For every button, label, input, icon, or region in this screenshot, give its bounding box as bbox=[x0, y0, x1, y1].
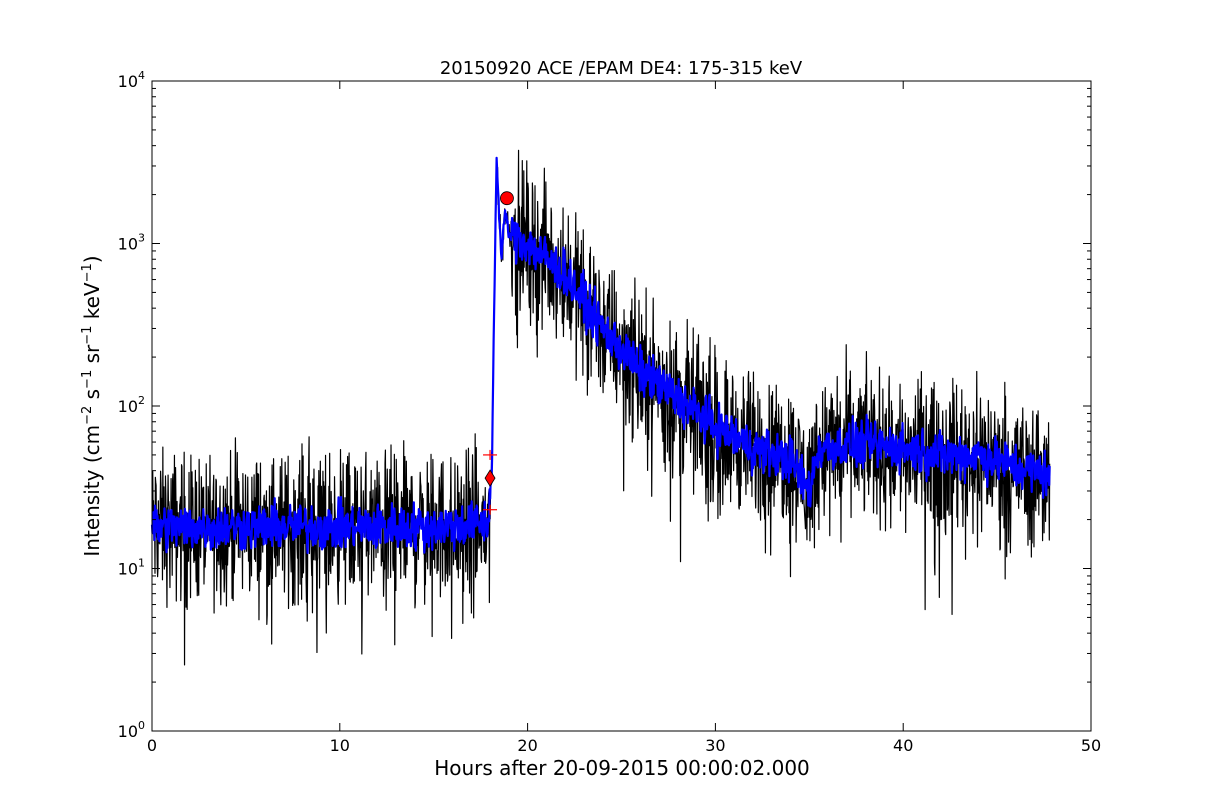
x-tick-label: 40 bbox=[893, 736, 913, 755]
plus-marker bbox=[483, 504, 498, 515]
peak-marker-circle bbox=[500, 191, 514, 206]
series-raw-line bbox=[151, 149, 1051, 666]
axis-ticks: 0 10 20 30 40 50 100 101 102 103 104 bbox=[118, 69, 1102, 755]
y-axis-label: Intensity (cm−2 s−1 sr−1 keV−1) bbox=[80, 255, 104, 556]
x-tick-label: 50 bbox=[1081, 736, 1101, 755]
chart-title: 20150920 ACE /EPAM DE4: 175-315 keV bbox=[440, 58, 803, 79]
onset-marker-diamond bbox=[484, 469, 496, 487]
x-tick-label: 0 bbox=[147, 736, 157, 755]
y-tick-label: 102 bbox=[118, 394, 145, 416]
plot-area bbox=[150, 149, 1051, 666]
plus-marker bbox=[483, 449, 498, 460]
x-tick-label: 20 bbox=[517, 736, 537, 755]
series-smoothed-line bbox=[150, 156, 1051, 555]
y-tick-label: 100 bbox=[118, 719, 145, 741]
x-tick-label: 10 bbox=[330, 736, 350, 755]
y-tick-label: 101 bbox=[118, 557, 145, 579]
x-tick-label: 30 bbox=[705, 736, 725, 755]
y-tick-label: 104 bbox=[118, 69, 145, 91]
y-tick-label: 103 bbox=[118, 232, 145, 254]
x-axis-label: Hours after 20-09-2015 00:00:02.000 bbox=[434, 756, 810, 780]
